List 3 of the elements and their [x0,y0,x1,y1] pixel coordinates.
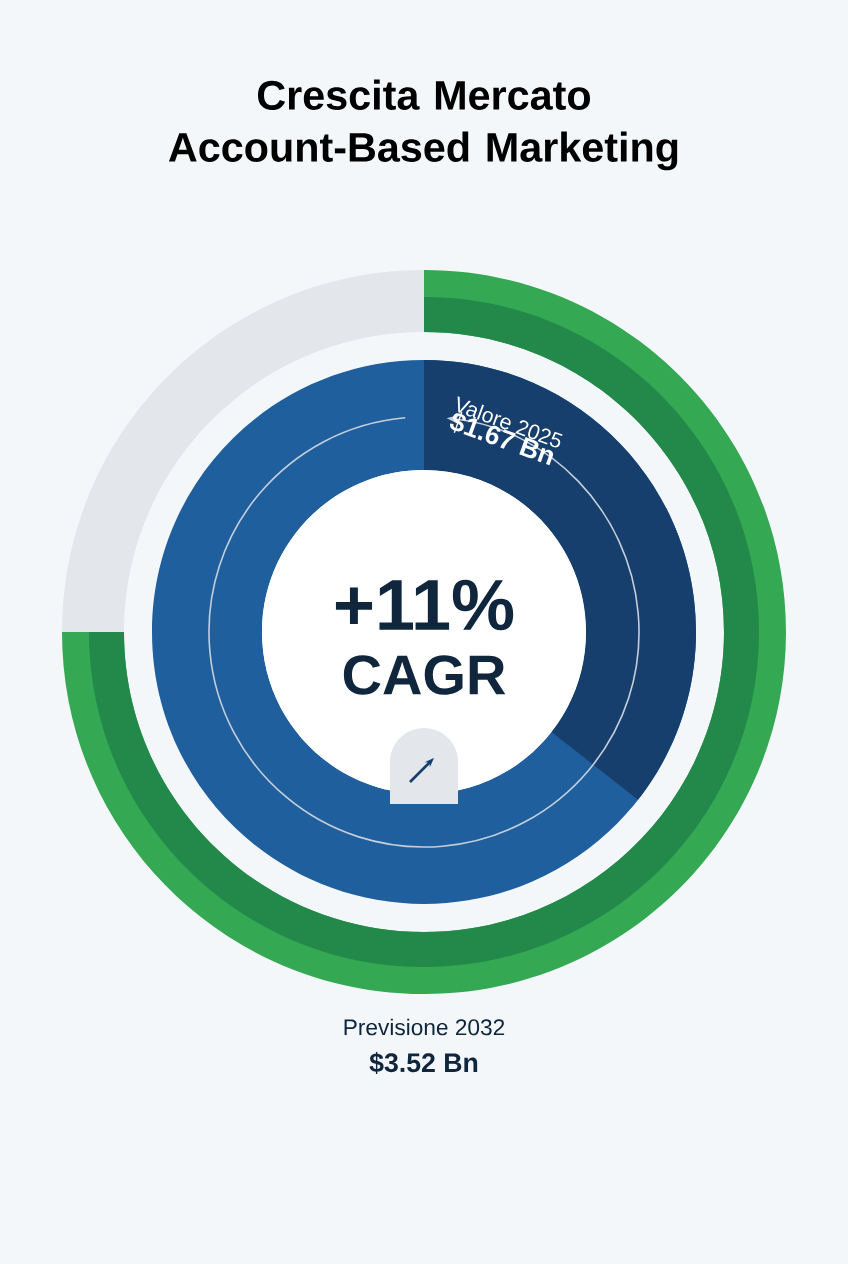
category-label: Previsione 2032 [344,1018,505,1036]
text: Crescita Mercato Account-Based Marketing [168,79,678,171]
data-label: $3.52 Bn [369,1052,478,1074]
